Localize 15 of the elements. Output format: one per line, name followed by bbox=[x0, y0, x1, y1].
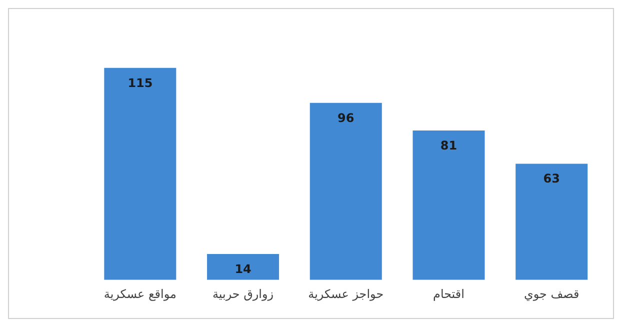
bar bbox=[104, 68, 176, 280]
x-tick-label: زوارق حربية bbox=[212, 287, 274, 302]
data-label: 63 bbox=[543, 172, 560, 186]
data-label: 115 bbox=[128, 76, 153, 90]
bar bbox=[207, 254, 280, 280]
x-tick-label: مواقع عسكرية bbox=[104, 287, 176, 302]
bar bbox=[412, 130, 485, 280]
data-label: 81 bbox=[440, 138, 458, 153]
bar bbox=[516, 164, 588, 280]
x-tick-label: اقتحام bbox=[433, 287, 464, 302]
data-label: 96 bbox=[338, 110, 354, 125]
x-tick-label: حواجز عسكرية bbox=[308, 287, 384, 302]
x-tick-label: قصف جوي bbox=[524, 287, 580, 302]
data-label: 14 bbox=[234, 262, 252, 276]
bar bbox=[310, 102, 382, 280]
